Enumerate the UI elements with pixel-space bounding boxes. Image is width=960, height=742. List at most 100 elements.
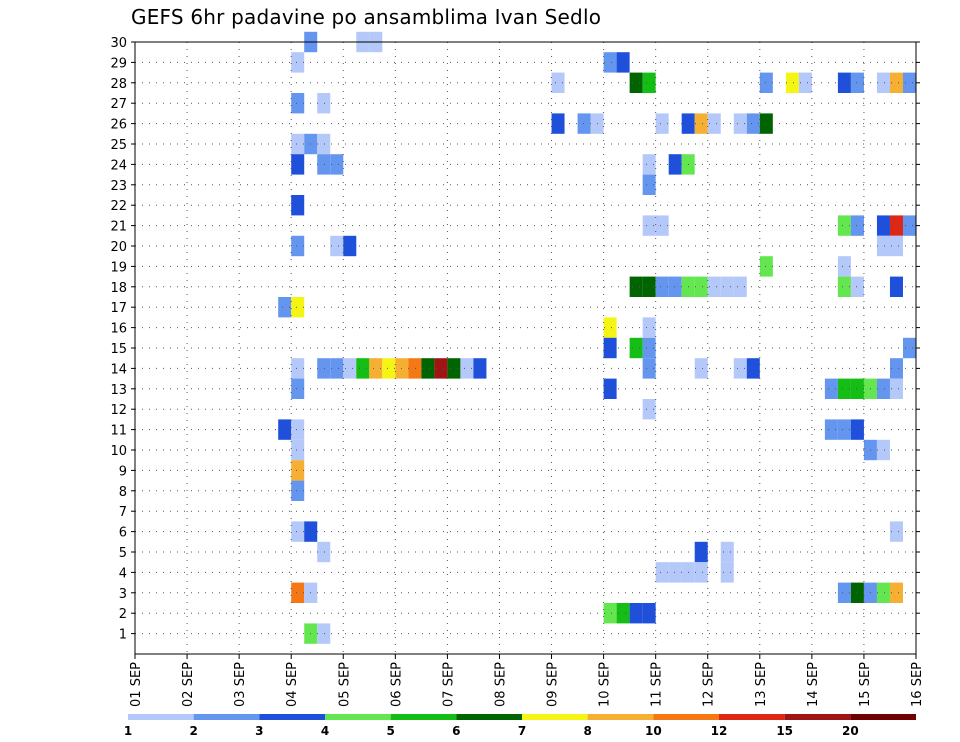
color-legend: 1 2 3 4 5 6 7 8 10 12 15 20 [124, 714, 916, 738]
heatmap-cell [720, 276, 734, 297]
heatmap-cell [642, 337, 656, 359]
heatmap-cell [876, 439, 890, 461]
heatmap-cell [642, 317, 656, 338]
legend-swatch [784, 714, 851, 720]
heatmap-cell [720, 541, 734, 563]
x-tick-label: 13 SEP [754, 662, 769, 707]
heatmap-cell [291, 195, 305, 216]
heatmap-cell [889, 235, 903, 257]
x-tick-label: 10 SEP [598, 662, 613, 707]
heatmap-cell [356, 358, 370, 379]
heatmap-cell [291, 154, 305, 175]
heatmap-cell [291, 480, 305, 501]
heatmap-cell [577, 113, 591, 134]
heatmap-cell [629, 337, 643, 359]
legend-label: 15 [776, 724, 793, 738]
heatmap-cell [291, 358, 305, 379]
heatmap-cell [902, 72, 916, 93]
y-tick-label: 29 [110, 56, 127, 71]
heatmap-cell [278, 419, 292, 440]
x-tick-label: 09 SEP [546, 662, 561, 707]
heatmap-cell [291, 93, 305, 114]
legend-swatch [128, 714, 194, 720]
heatmap-cell [902, 337, 916, 359]
heatmap-cell [876, 235, 890, 257]
heatmap-cell [850, 419, 864, 440]
y-tick-label: 5 [119, 546, 127, 561]
heatmap-cell [889, 276, 903, 297]
heatmap-cell [603, 317, 617, 338]
y-tick-label: 30 [110, 36, 127, 51]
heatmap-cell [733, 113, 747, 134]
chart-title: GEFS 6hr padavine po ansamblima Ivan Sed… [131, 5, 602, 29]
heatmap-cell [889, 521, 903, 542]
heatmap-cell [642, 358, 656, 379]
y-tick-label: 20 [110, 240, 127, 255]
heatmap-cell [694, 562, 708, 583]
heatmap-cell [421, 358, 435, 379]
legend-label: 6 [452, 724, 460, 738]
heatmap-cell [824, 419, 838, 440]
heatmap-cell [603, 603, 617, 624]
heatmap-cell [408, 358, 422, 379]
heatmap-cell [603, 337, 617, 359]
x-axis-ticks: 01 SEP 02 SEP 03 SEP 04 SEP 05 SEP 06 SEP 07 S… [129, 654, 925, 707]
heatmap-cell [694, 276, 708, 297]
x-tick-label: 11 SEP [650, 662, 665, 707]
heatmap-cell [629, 72, 643, 93]
heatmap-cell [876, 378, 890, 399]
heatmap-cell [616, 52, 630, 73]
heatmap-cell [317, 154, 331, 175]
heatmap-cell [629, 603, 643, 624]
legend-label: 5 [386, 724, 394, 738]
heatmap-cell [278, 297, 292, 318]
heatmap-cell [746, 113, 760, 134]
heatmap-cell [759, 72, 773, 93]
y-tick-label: 27 [110, 97, 127, 112]
heatmap-cell [876, 582, 890, 603]
heatmap-cell [291, 460, 305, 481]
heatmap-cell [837, 582, 851, 603]
y-tick-label: 14 [110, 362, 127, 377]
y-tick-label: 18 [110, 281, 127, 296]
y-tick-label: 13 [110, 383, 127, 398]
heatmap-cell [850, 72, 864, 93]
heatmap-cell [707, 113, 721, 134]
heatmap-cell [291, 52, 305, 73]
heatmap-cell [343, 358, 357, 379]
heatmap-cell [850, 215, 864, 236]
legend-label: 8 [583, 724, 591, 738]
heatmap-cell [759, 256, 773, 277]
heatmap-cells [278, 31, 916, 644]
heatmap-cell [889, 72, 903, 93]
x-tick-label: 02 SEP [181, 662, 196, 707]
legend-label: 10 [645, 724, 662, 738]
heatmap-cell [720, 562, 734, 583]
x-tick-label: 06 SEP [389, 662, 404, 707]
heatmap-cell [642, 154, 656, 175]
heatmap-cell [655, 215, 669, 236]
heatmap-cell [291, 133, 305, 155]
heatmap-cell [850, 276, 864, 297]
heatmap-cell [551, 72, 565, 93]
heatmap-cell [473, 358, 487, 379]
heatmap-cell [291, 235, 305, 257]
heatmap-cell [382, 358, 396, 379]
x-tick-label: 12 SEP [702, 662, 717, 707]
legend-swatch [850, 714, 916, 720]
heatmap-cell [876, 72, 890, 93]
heatmap-cell [317, 133, 331, 155]
heatmap-cell [837, 215, 851, 236]
legend-swatch [522, 714, 588, 720]
y-tick-label: 19 [110, 260, 127, 275]
heatmap-cell [642, 276, 656, 297]
y-tick-label: 3 [119, 587, 127, 602]
y-axis-ticks: 1234567891011121314151617181920212223242… [110, 36, 920, 643]
legend-label: 1 [124, 724, 132, 738]
y-tick-label: 15 [110, 342, 127, 357]
heatmap-cell [850, 378, 864, 399]
heatmap-cell [291, 582, 305, 603]
y-tick-label: 17 [110, 301, 127, 316]
heatmap-cell [707, 276, 721, 297]
legend-swatch [325, 714, 391, 720]
